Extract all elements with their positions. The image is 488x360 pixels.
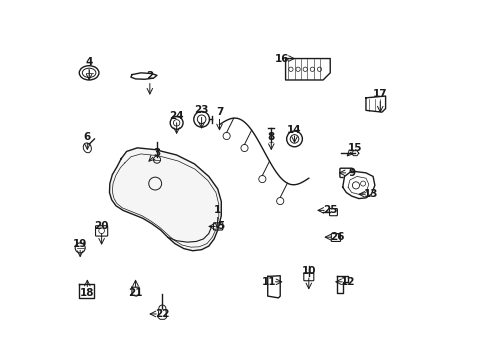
Text: 26: 26: [329, 232, 344, 242]
Text: 13: 13: [364, 189, 378, 199]
Text: 23: 23: [194, 105, 208, 115]
Text: 12: 12: [340, 277, 355, 287]
Text: 6: 6: [83, 132, 91, 142]
Text: 24: 24: [169, 111, 183, 121]
Text: 21: 21: [128, 288, 142, 297]
Text: 22: 22: [155, 309, 169, 319]
Text: 20: 20: [94, 221, 109, 231]
Text: 9: 9: [347, 168, 354, 178]
Text: 1: 1: [214, 205, 221, 215]
Text: 11: 11: [262, 277, 276, 287]
Text: 14: 14: [286, 125, 301, 135]
Polygon shape: [109, 148, 221, 251]
Polygon shape: [342, 171, 374, 199]
Text: 4: 4: [85, 57, 93, 67]
Polygon shape: [285, 59, 329, 80]
Text: 8: 8: [267, 132, 274, 142]
Polygon shape: [80, 284, 94, 298]
Polygon shape: [365, 96, 385, 112]
Text: 7: 7: [215, 107, 223, 117]
Text: 18: 18: [80, 288, 94, 297]
Polygon shape: [158, 310, 166, 319]
Text: 25: 25: [322, 205, 337, 215]
Polygon shape: [337, 276, 347, 293]
Text: 5: 5: [217, 221, 224, 231]
Text: 17: 17: [372, 89, 387, 99]
Polygon shape: [131, 73, 157, 79]
Text: 2: 2: [146, 71, 153, 81]
Text: 19: 19: [73, 239, 87, 249]
Polygon shape: [132, 287, 139, 296]
Text: 16: 16: [274, 54, 289, 64]
Text: 10: 10: [301, 266, 315, 276]
Polygon shape: [267, 276, 280, 298]
Text: 3: 3: [153, 148, 160, 158]
Text: 15: 15: [347, 143, 362, 153]
